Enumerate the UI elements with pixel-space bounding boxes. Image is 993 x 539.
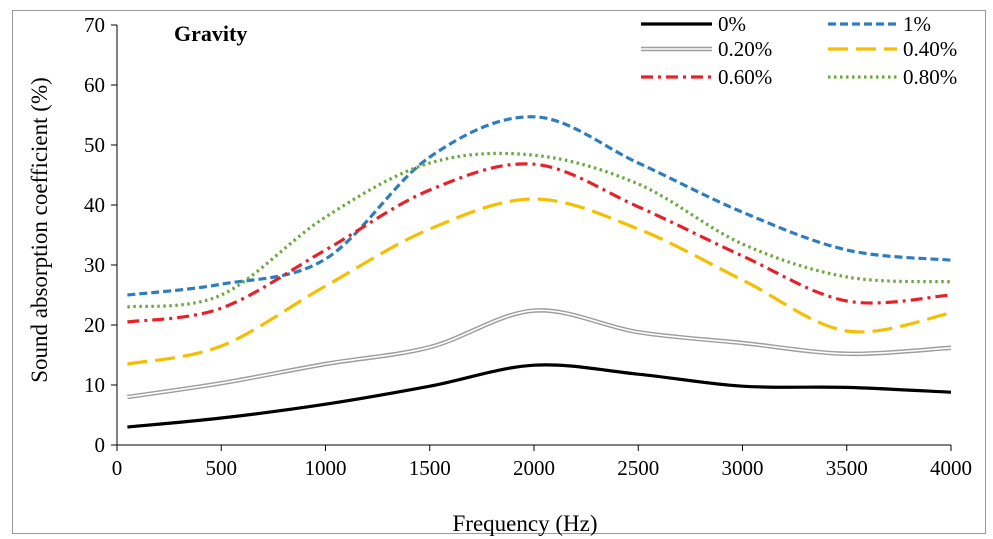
chart-annotation: Gravity xyxy=(174,21,247,46)
series-1pct-line xyxy=(127,115,952,297)
y-tick-label: 20 xyxy=(84,313,105,337)
series-0-80pct-line xyxy=(127,151,952,309)
x-tick-label: 2000 xyxy=(513,456,555,480)
series-0pct-line xyxy=(127,363,952,429)
x-tick-label: 2500 xyxy=(617,456,659,480)
x-tick-label: 0 xyxy=(112,456,123,480)
y-tick-label: 70 xyxy=(84,13,105,37)
legend-0-40pct-label: 0.40% xyxy=(903,37,957,61)
legend-1pct-label: 1% xyxy=(903,12,931,36)
axes: 0 10 20 30 40 50 60 70 0 500 1000 1500 2000 2500 3000 3… xyxy=(84,13,972,480)
x-tick-label: 1500 xyxy=(409,456,451,480)
x-axis-title: Frequency (Hz) xyxy=(453,511,598,536)
y-tick-label: 0 xyxy=(95,433,106,457)
series-layer xyxy=(127,115,952,429)
x-tick-label: 1000 xyxy=(305,456,347,480)
y-tick-label: 40 xyxy=(84,193,105,217)
legend-0-20pct-label: 0.20% xyxy=(718,37,772,61)
legend-0pct-label: 0% xyxy=(718,12,746,36)
legend-0-60pct-label: 0.60% xyxy=(718,65,772,89)
y-axis-title: Sound absorption coefficient (%) xyxy=(27,77,52,383)
y-tick-label: 50 xyxy=(84,133,105,157)
x-tick-label: 3000 xyxy=(722,456,764,480)
y-tick-label: 10 xyxy=(84,373,105,397)
series-0-20pct-line-outer xyxy=(127,308,952,400)
legend-0-80pct-label: 0.80% xyxy=(903,65,957,89)
y-tick-label: 60 xyxy=(84,73,105,97)
x-tick-label: 500 xyxy=(206,456,238,480)
series-0-60pct-line xyxy=(127,162,952,324)
x-tick-label: 3500 xyxy=(826,456,868,480)
series-0-20pct-line-inner xyxy=(127,309,952,398)
y-tick-label: 30 xyxy=(84,253,105,277)
x-tick-label: 4000 xyxy=(930,456,972,480)
legend: 0% 1% 0.20% 0.40% 0.60% 0.80% xyxy=(641,12,957,89)
